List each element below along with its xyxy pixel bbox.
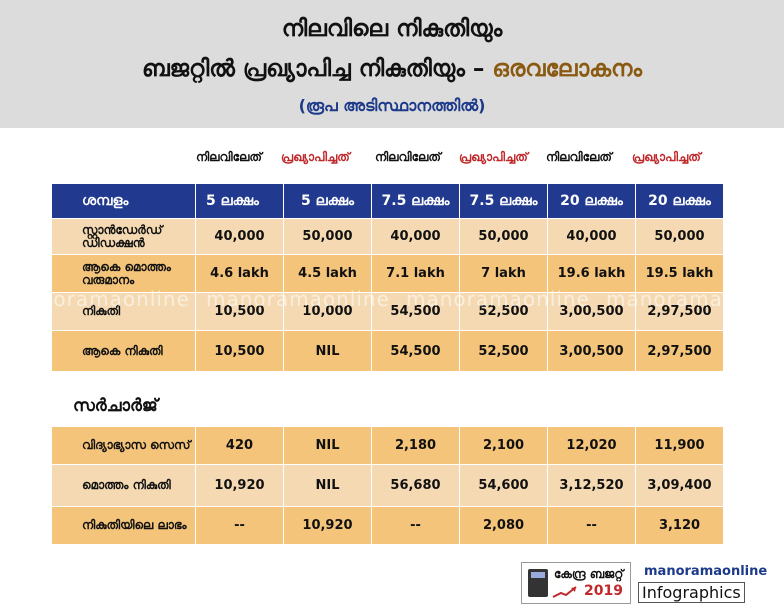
title-accent: ഒരവലോകനം [492,56,643,82]
header-salary: 7.5 ലക്ഷം [459,183,548,219]
table-cell: 2,080 [459,506,548,545]
col-label-proposed: പ്രഖ്യാപിച്ചത് [281,150,350,164]
table-row: വിദ്യാഭ്യാസ സെസ് 420 NIL 2,180 2,100 12,… [51,426,724,465]
brand-text: manoramaonline [644,564,768,579]
table-cell: 54,500 [371,330,460,372]
header-salary: 7.5 ലക്ഷം [371,183,460,219]
col-label-proposed: പ്രഖ്യാപിച്ചത് [632,150,701,164]
table-cell: 3,12,520 [547,464,636,507]
table-cell: 54,600 [459,464,548,507]
table-cell: 19.6 lakh [547,254,636,293]
table-cell: 12,020 [547,426,636,465]
calculator-icon [528,569,548,597]
page-title-line1: നിലവിലെ നികുതിയും [281,16,503,42]
column-labels: നിലവിലേത് പ്രഖ്യാപിച്ചത് നിലവിലേത് പ്രഖ്… [0,150,784,172]
header-salary: 20 ലക്ഷം [547,183,636,219]
table-cell: 52,500 [459,330,548,372]
table-cell: -- [195,506,284,545]
table-cell: 56,680 [371,464,460,507]
table-cell: 11,900 [635,426,724,465]
table-cell: NIL [283,464,372,507]
table-cell: 2,100 [459,426,548,465]
budget-logo-year: 2019 [584,583,623,599]
table-header-row: ശമ്പളം 5 ലക്ഷം 5 ലക്ഷം 7.5 ലക്ഷം 7.5 ലക്… [51,183,724,219]
table-row: ആകെ മൊത്തം വരുമാനം 4.6 lakh 4.5 lakh 7.1… [51,254,724,293]
row-label: ആകെ മൊത്തം വരുമാനം [51,254,196,293]
table-cell: 40,000 [195,218,284,255]
table-row: നികുതി 10,500 10,000 54,500 52,500 3,00,… [51,292,724,331]
header-salary: 5 ലക്ഷം [283,183,372,219]
table-cell: 4.6 lakh [195,254,284,293]
table-cell: 52,500 [459,292,548,331]
table-cell: 4.5 lakh [283,254,372,293]
table-row: ആകെ നികുതി 10,500 NIL 54,500 52,500 3,00… [51,330,724,372]
header-banner: നിലവിലെ നികുതിയും ബജറ്റിൽ പ്രഖ്യാപിച്ച ന… [0,0,784,128]
table-cell: 3,00,500 [547,330,636,372]
table-cell: 10,920 [283,506,372,545]
table-cell: 2,97,500 [635,330,724,372]
table-cell: 7.1 lakh [371,254,460,293]
budget-logo-text: കേന്ദ്ര ബജറ്റ് [554,567,624,581]
table-cell: 10,920 [195,464,284,507]
table-row: മൊത്തം നികുതി 10,920 NIL 56,680 54,600 3… [51,464,724,507]
header-salary: 20 ലക്ഷം [635,183,724,219]
col-label-proposed: പ്രഖ്യാപിച്ചത് [459,150,528,164]
trend-arrow-icon [552,586,577,598]
table-cell: 40,000 [371,218,460,255]
table-row: സ്റ്റാൻഡേർഡ് ഡിഡക്ഷൻ 40,000 50,000 40,00… [51,218,724,255]
table-cell: 10,000 [283,292,372,331]
table-cell: 10,500 [195,330,284,372]
table-cell: 3,00,500 [547,292,636,331]
table-cell: 40,000 [547,218,636,255]
table-cell: NIL [283,426,372,465]
table-cell: 2,97,500 [635,292,724,331]
table-cell: 3,09,400 [635,464,724,507]
row-label: നികുതിയിലെ ലാഭം [51,506,196,545]
surcharge-table: വിദ്യാഭ്യാസ സെസ് 420 NIL 2,180 2,100 12,… [51,426,724,545]
row-label: നികുതി [51,292,196,331]
surcharge-heading: സർചാർജ് [73,396,158,416]
table-cell: 420 [195,426,284,465]
title-main: ബജറ്റിൽ പ്രഖ്യാപിച്ച നികുതിയും – [141,56,485,82]
table-cell: 2,180 [371,426,460,465]
page-subtitle: (രൂപ അടിസ്ഥാനത്തിൽ) [298,96,486,115]
table-cell: 7 lakh [459,254,548,293]
row-label: സ്റ്റാൻഡേർഡ് ഡിഡക്ഷൻ [51,218,196,255]
table-cell: 50,000 [459,218,548,255]
table-cell: -- [371,506,460,545]
manoramaonline-infographics-logo: manoramaonline Infographics [638,562,778,604]
col-label-existing: നിലവിലേത് [196,150,262,164]
table-cell: 50,000 [635,218,724,255]
tax-comparison-table: ശമ്പളം 5 ലക്ഷം 5 ലക്ഷം 7.5 ലക്ഷം 7.5 ലക്… [51,183,724,372]
page-title-line2: ബജറ്റിൽ പ്രഖ്യാപിച്ച നികുതിയും – ഒരവലോകന… [0,56,784,82]
table-cell: 3,120 [635,506,724,545]
budget-2019-logo: കേന്ദ്ര ബജറ്റ് 2019 [521,562,631,604]
infographics-text: Infographics [638,582,745,603]
table-cell: 19.5 lakh [635,254,724,293]
table-cell: -- [547,506,636,545]
table-cell: 50,000 [283,218,372,255]
header-salary-label: ശമ്പളം [51,183,196,219]
header-salary: 5 ലക്ഷം [195,183,284,219]
row-label: വിദ്യാഭ്യാസ സെസ് [51,426,196,465]
table-row: നികുതിയിലെ ലാഭം -- 10,920 -- 2,080 -- 3,… [51,506,724,545]
table-cell: NIL [283,330,372,372]
table-cell: 54,500 [371,292,460,331]
row-label: ആകെ നികുതി [51,330,196,372]
col-label-existing: നിലവിലേത് [546,150,612,164]
row-label: മൊത്തം നികുതി [51,464,196,507]
table-cell: 10,500 [195,292,284,331]
col-label-existing: നിലവിലേത് [375,150,441,164]
